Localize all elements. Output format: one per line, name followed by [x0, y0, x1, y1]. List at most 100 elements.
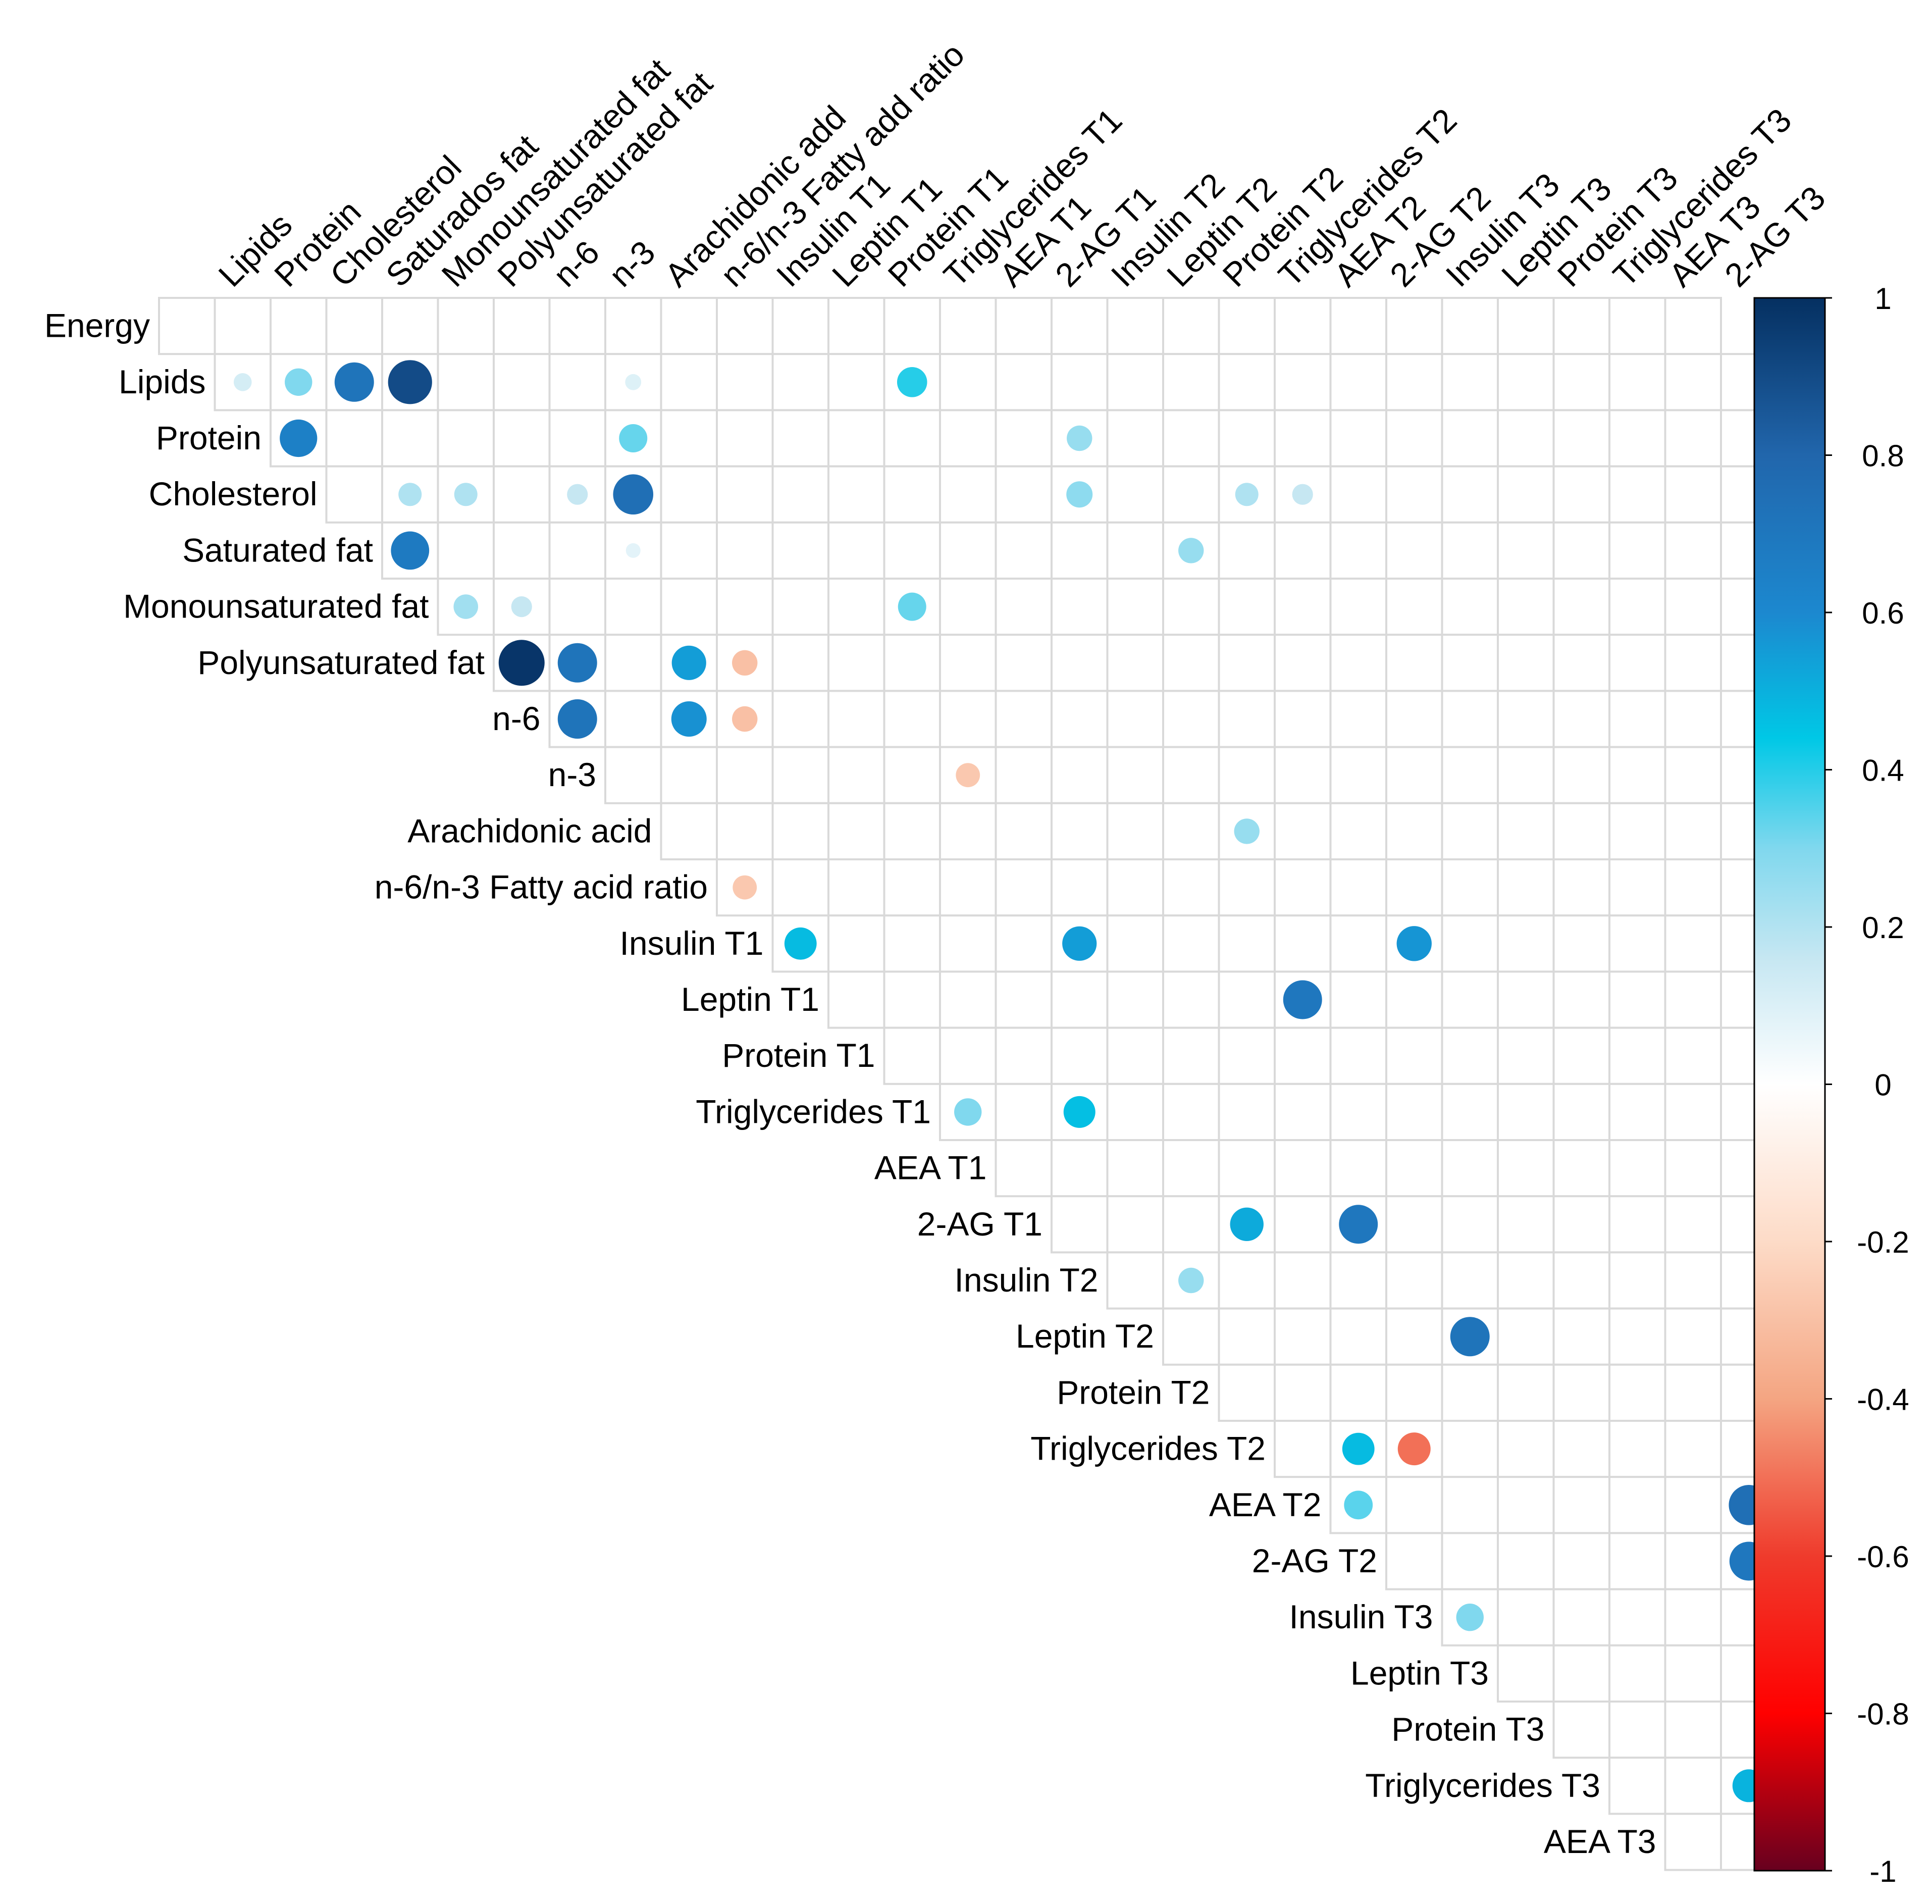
correlation-circle: [784, 927, 817, 960]
grid-cell: [1497, 521, 1555, 580]
grid-cell: [1441, 690, 1499, 748]
grid-cell: [1664, 802, 1722, 861]
grid-cell: [604, 297, 662, 355]
correlation-circle: [1062, 926, 1097, 961]
grid-cell: [1218, 521, 1276, 580]
row-label: 2-AG T2: [1252, 1542, 1377, 1579]
grid-cell: [1497, 802, 1555, 861]
correlation-circle: [1067, 425, 1092, 451]
grid-cell: [1664, 746, 1722, 804]
grid-cell: [1106, 409, 1164, 468]
grid-cell: [381, 409, 439, 468]
grid-cell: [493, 409, 551, 468]
grid-cell: [995, 914, 1053, 973]
grid-cell: [1608, 1644, 1666, 1703]
grid-cell: [493, 465, 551, 524]
grid-cell: [1106, 858, 1164, 917]
grid-cell: [1552, 802, 1610, 861]
grid-cell: [1106, 914, 1164, 973]
grid-cell: [995, 970, 1053, 1029]
correlation-circle: [1063, 1096, 1095, 1128]
grid-cell: [1441, 1139, 1499, 1198]
grid-cell: [1274, 858, 1332, 917]
row-label: Insulin T2: [955, 1261, 1099, 1299]
grid-cell: [1441, 465, 1499, 524]
grid-cell: [883, 970, 941, 1029]
grid-cell: [771, 634, 829, 692]
grid-cell: [1608, 353, 1666, 411]
grid-cell: [1329, 1083, 1387, 1142]
grid-cell: [995, 802, 1053, 861]
grid-cell: [548, 353, 606, 411]
grid-cell: [1051, 521, 1109, 580]
grid-cell: [1329, 690, 1387, 748]
grid-cell: [1385, 1307, 1443, 1366]
grid-cell: [1608, 1139, 1666, 1198]
grid-cell: [716, 297, 774, 355]
correlation-circle: [1230, 1207, 1264, 1241]
row-label: Protein: [156, 419, 262, 456]
grid-cell: [660, 465, 718, 524]
grid-cell: [1552, 1139, 1610, 1198]
row-label: Leptin T3: [1350, 1654, 1489, 1691]
grid-cell: [1329, 521, 1387, 580]
correlation-circle: [954, 1098, 982, 1126]
grid-cell: [381, 297, 439, 355]
grid-cell: [1497, 1139, 1555, 1198]
correlation-circle: [1456, 1604, 1484, 1631]
grid-cell: [1664, 353, 1722, 411]
grid-cell: [270, 297, 328, 355]
grid-cell: [437, 297, 495, 355]
grid-cell: [827, 297, 885, 355]
grid-cell: [1441, 1251, 1499, 1310]
grid-cell: [1552, 690, 1610, 748]
grid-cell: [1441, 858, 1499, 917]
grid-cell: [1664, 1420, 1722, 1478]
grid-cell: [1441, 409, 1499, 468]
grid-cell: [1218, 297, 1276, 355]
grid-cell: [1608, 1363, 1666, 1422]
grid-cell: [1385, 297, 1443, 355]
row-label: Protein T3: [1391, 1711, 1544, 1748]
grid-cell: [1106, 690, 1164, 748]
grid-cell: [1051, 1026, 1109, 1085]
grid-cell: [1664, 465, 1722, 524]
correlation-circle: [897, 367, 927, 397]
grid-cell: [1106, 634, 1164, 692]
grid-cell: [1497, 1420, 1555, 1478]
grid-cell: [1385, 409, 1443, 468]
colorbar-tick-label: 0.8: [1862, 439, 1904, 473]
grid-cell: [1329, 858, 1387, 917]
correlation-circle: [671, 645, 706, 680]
grid-cell: [1552, 297, 1610, 355]
grid-cell: [883, 297, 941, 355]
grid-cell: [1608, 1307, 1666, 1366]
grid-cell: [1552, 1588, 1610, 1646]
row-label: Protein T2: [1057, 1373, 1210, 1411]
grid-cell: [716, 746, 774, 804]
grid-cell: [1497, 970, 1555, 1029]
grid-cell: [995, 465, 1053, 524]
grid-cell: [1162, 914, 1220, 973]
column-label: n-3: [602, 233, 662, 294]
grid-cell: [1608, 1476, 1666, 1534]
grid-cell: [1552, 1083, 1610, 1142]
grid-cell: [493, 297, 551, 355]
grid-cell: [995, 634, 1053, 692]
grid-cell: [1552, 1195, 1610, 1254]
grid-cell: [939, 634, 997, 692]
correlation-circle: [671, 701, 707, 737]
grid-cell: [995, 578, 1053, 636]
grid-cell: [883, 465, 941, 524]
grid-cell: [883, 746, 941, 804]
grid-cell: [437, 521, 495, 580]
grid-cell: [1441, 1476, 1499, 1534]
grid-cell: [1497, 858, 1555, 917]
grid-cell: [1608, 1701, 1666, 1759]
grid-cell: [1664, 1532, 1722, 1590]
row-label: Protein T1: [722, 1037, 875, 1074]
correlation-circle: [1234, 818, 1260, 844]
colorbar: 1 0.8 0.6 0.4 0.2 0 -0.2 -0.4 -0.6 -0.8 -1: [1753, 282, 1909, 1888]
row-label: Polyunsaturated fat: [197, 644, 485, 681]
grid-cell: [1218, 1363, 1276, 1422]
